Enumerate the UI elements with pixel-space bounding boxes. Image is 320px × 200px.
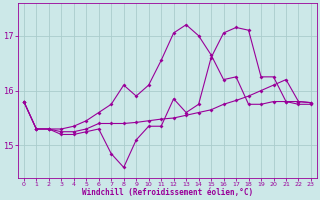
X-axis label: Windchill (Refroidissement éolien,°C): Windchill (Refroidissement éolien,°C) (82, 188, 253, 197)
